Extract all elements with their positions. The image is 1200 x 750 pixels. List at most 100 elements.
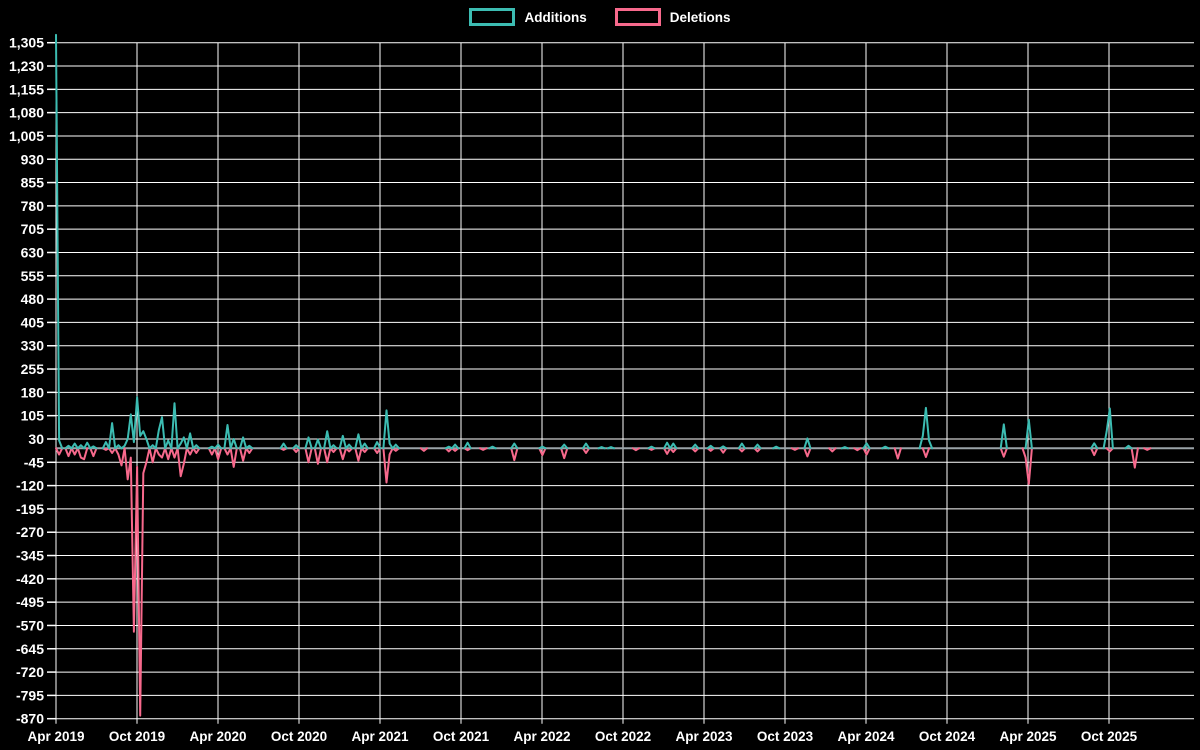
series-additions bbox=[55, 33, 64, 450]
series-additions bbox=[1024, 418, 1033, 450]
series-deletions bbox=[1105, 447, 1114, 453]
x-tick-label: Oct 2022 bbox=[595, 729, 651, 744]
series-deletions bbox=[323, 447, 332, 464]
series-deletions bbox=[391, 447, 400, 452]
series-additions bbox=[239, 436, 248, 450]
series-deletions bbox=[214, 447, 223, 461]
y-tick-label: -720 bbox=[16, 664, 44, 680]
series-deletions bbox=[451, 447, 460, 452]
series-additions bbox=[148, 444, 157, 450]
y-tick-label: 1,230 bbox=[9, 58, 44, 74]
series-additions bbox=[918, 406, 934, 450]
series-additions bbox=[737, 442, 746, 450]
series-deletions bbox=[790, 447, 799, 451]
deletions-swatch-icon bbox=[614, 8, 661, 26]
series-deletions bbox=[292, 447, 301, 453]
series-additions bbox=[373, 441, 382, 450]
series-additions bbox=[120, 396, 151, 450]
series-deletions bbox=[373, 447, 382, 454]
y-tick-label: 930 bbox=[21, 151, 45, 167]
y-tick-label: -120 bbox=[16, 478, 44, 494]
series-deletions bbox=[463, 447, 472, 452]
y-tick-label: 1,305 bbox=[9, 35, 44, 51]
y-tick-label: 405 bbox=[21, 314, 45, 330]
series-deletions bbox=[479, 447, 488, 451]
series-additions bbox=[488, 445, 497, 450]
y-tick-label: 180 bbox=[21, 384, 45, 400]
series-additions bbox=[1102, 407, 1114, 450]
y-tick-label: -795 bbox=[16, 687, 44, 703]
series-deletions bbox=[185, 447, 195, 456]
series-additions bbox=[64, 444, 73, 450]
series-additions bbox=[354, 433, 363, 450]
series-additions bbox=[245, 444, 254, 450]
series-additions bbox=[451, 443, 460, 450]
legend-item-additions[interactable]: Additions bbox=[469, 8, 587, 26]
series-deletions bbox=[663, 447, 672, 455]
series-deletions bbox=[245, 447, 254, 454]
series-additions bbox=[83, 441, 92, 450]
series-additions bbox=[345, 443, 354, 450]
series-additions bbox=[164, 439, 173, 450]
series-additions bbox=[114, 444, 123, 450]
series-deletions bbox=[329, 447, 338, 453]
series-additions bbox=[313, 438, 322, 450]
series-deletions bbox=[803, 447, 812, 458]
y-tick-label: 30 bbox=[28, 431, 44, 447]
series-additions bbox=[391, 443, 400, 450]
chart-legend: Additions Deletions bbox=[0, 8, 1200, 26]
series-additions bbox=[176, 436, 188, 450]
series-additions bbox=[538, 445, 547, 450]
legend-item-deletions[interactable]: Deletions bbox=[614, 8, 731, 26]
series-deletions bbox=[279, 447, 288, 451]
y-tick-label: -870 bbox=[16, 711, 44, 727]
series-deletions bbox=[70, 447, 79, 456]
series-deletions bbox=[207, 447, 216, 456]
series-additions bbox=[691, 443, 700, 450]
series-deletions bbox=[354, 447, 363, 462]
series-deletions bbox=[1130, 447, 1139, 469]
series-deletions bbox=[101, 447, 110, 451]
y-tick-label: 255 bbox=[21, 361, 45, 377]
series-additions bbox=[719, 445, 728, 450]
series-deletions bbox=[1090, 447, 1099, 457]
series-additions bbox=[323, 430, 332, 450]
series-additions bbox=[304, 436, 313, 450]
series-deletions bbox=[304, 447, 313, 464]
series-additions bbox=[292, 444, 301, 450]
y-tick-label: -270 bbox=[16, 524, 44, 540]
series-additions bbox=[360, 442, 369, 450]
series-additions bbox=[185, 432, 195, 450]
series-deletions bbox=[382, 447, 394, 484]
series-deletions bbox=[223, 447, 232, 456]
x-tick-label: Oct 2021 bbox=[433, 729, 490, 744]
series-deletions bbox=[360, 447, 369, 453]
series-additions bbox=[214, 443, 223, 450]
series-additions bbox=[108, 422, 117, 450]
series-deletions bbox=[164, 447, 173, 461]
y-tick-label: 555 bbox=[21, 268, 45, 284]
y-tick-label: 1,005 bbox=[9, 128, 44, 144]
series-deletions bbox=[419, 447, 428, 452]
series-additions bbox=[647, 445, 656, 450]
series-additions bbox=[1090, 442, 1099, 450]
series-deletions bbox=[538, 447, 547, 457]
series-additions bbox=[862, 442, 871, 450]
y-tick-label: -345 bbox=[16, 548, 44, 564]
series-additions bbox=[76, 444, 86, 450]
series-deletions bbox=[510, 447, 519, 462]
series-deletions bbox=[691, 447, 700, 453]
series-deletions bbox=[999, 447, 1008, 458]
series-additions bbox=[444, 445, 453, 450]
series-additions bbox=[881, 445, 890, 450]
x-tick-label: Apr 2019 bbox=[27, 729, 84, 744]
x-tick-label: Oct 2023 bbox=[757, 729, 814, 744]
series-deletions bbox=[560, 447, 569, 460]
series-deletions bbox=[853, 447, 862, 452]
x-tick-label: Apr 2023 bbox=[675, 729, 733, 744]
series-additions bbox=[463, 441, 472, 450]
series-additions bbox=[89, 445, 98, 450]
series-additions bbox=[170, 402, 179, 450]
series-additions bbox=[510, 442, 519, 450]
x-tick-label: Oct 2024 bbox=[919, 729, 976, 744]
